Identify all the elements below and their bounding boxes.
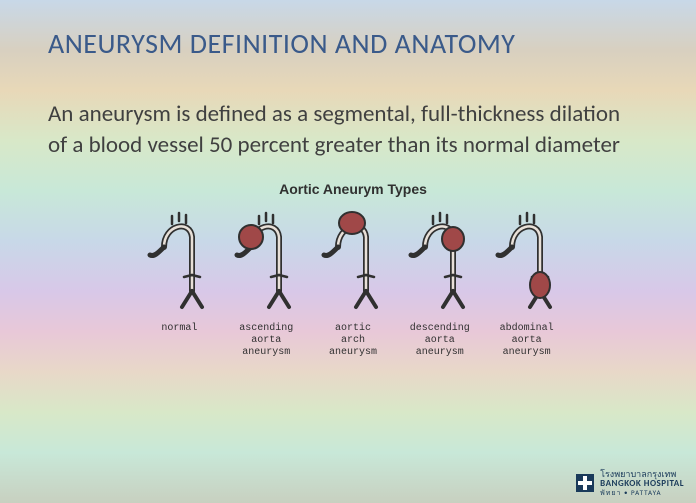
diagram-title: Aortic Aneurym Types (138, 181, 568, 197)
type-label: descending aorta aneurysm (410, 323, 470, 359)
type-col: descending aorta aneurysm (398, 207, 481, 359)
type-label: ascending aorta aneurysm (239, 323, 293, 359)
type-label: normal (161, 323, 197, 335)
type-label: abdominal aorta aneurysm (500, 323, 554, 359)
slide: ANEURYSM DEFINITION AND ANATOMY An aneur… (0, 0, 696, 503)
type-col: ascending aorta aneurysm (225, 207, 308, 359)
type-col: aortic arch aneurysm (312, 207, 395, 359)
hospital-logo: โรงพยาบาลกรุงเทพ BANGKOK HOSPITAL พัทยา … (576, 470, 684, 497)
slide-title: ANEURYSM DEFINITION AND ANATOMY (48, 26, 658, 61)
definition-text: An aneurysm is defined as a segmental, f… (48, 99, 628, 161)
cross-icon (576, 474, 594, 492)
types-row: normal ascending aorta aneurysm aortic a… (138, 207, 568, 359)
type-col: abdominal aorta aneurysm (485, 207, 568, 359)
aneurysm-types-diagram: Aortic Aneurym Types normal ascending ao… (138, 181, 568, 359)
hospital-name: โรงพยาบาลกรุงเทพ BANGKOK HOSPITAL พัทยา … (600, 470, 684, 497)
type-col: normal (138, 207, 221, 359)
type-label: aortic arch aneurysm (329, 323, 377, 359)
